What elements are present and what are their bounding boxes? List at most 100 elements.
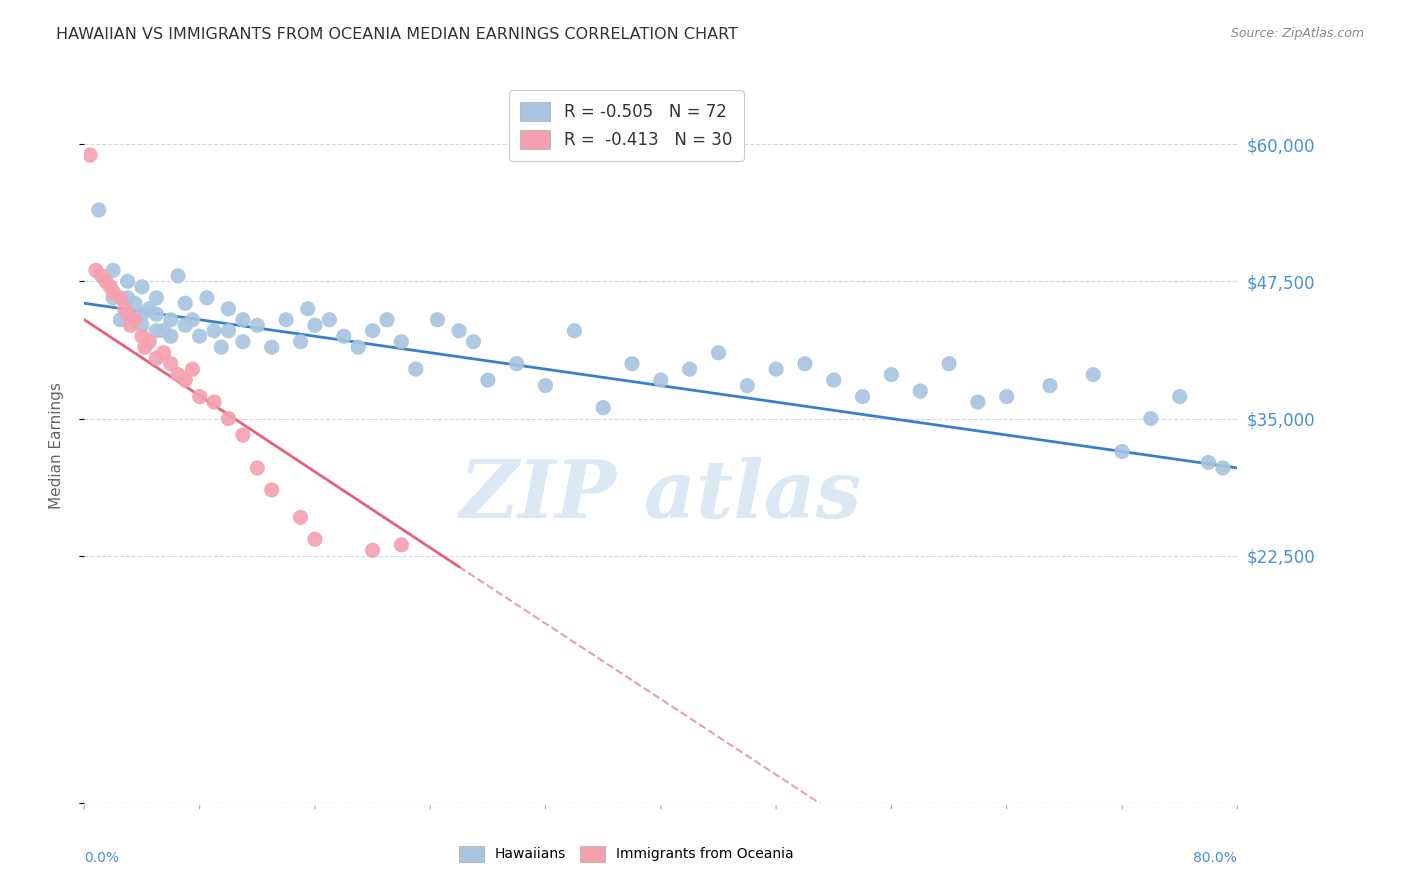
Point bbox=[181, 312, 204, 326]
Point bbox=[94, 274, 117, 288]
Point bbox=[84, 263, 107, 277]
Point bbox=[98, 280, 121, 294]
Point bbox=[188, 390, 211, 404]
Point bbox=[477, 373, 499, 387]
Y-axis label: Median Earnings: Median Earnings bbox=[49, 383, 63, 509]
Text: ZIP atlas: ZIP atlas bbox=[460, 458, 862, 534]
Point bbox=[117, 307, 139, 321]
Point bbox=[117, 274, 139, 288]
Point bbox=[160, 312, 183, 326]
Point bbox=[290, 334, 312, 349]
Legend: Hawaiians, Immigrants from Oceania: Hawaiians, Immigrants from Oceania bbox=[453, 840, 799, 867]
Point bbox=[218, 324, 240, 338]
Point bbox=[174, 318, 197, 333]
Point bbox=[304, 318, 326, 333]
Point bbox=[131, 307, 153, 321]
Point bbox=[110, 312, 132, 326]
Point bbox=[138, 301, 160, 316]
Point bbox=[1083, 368, 1105, 382]
Point bbox=[232, 312, 254, 326]
Point bbox=[232, 428, 254, 442]
Point bbox=[152, 324, 174, 338]
Point bbox=[880, 368, 903, 382]
Point bbox=[506, 357, 529, 371]
Point bbox=[823, 373, 845, 387]
Point bbox=[391, 538, 413, 552]
Point bbox=[195, 291, 218, 305]
Point bbox=[174, 373, 197, 387]
Point bbox=[131, 329, 153, 343]
Point bbox=[246, 318, 269, 333]
Point bbox=[260, 483, 283, 497]
Point bbox=[463, 334, 485, 349]
Point bbox=[290, 510, 312, 524]
Point bbox=[202, 395, 225, 409]
Point bbox=[938, 357, 960, 371]
Point bbox=[426, 312, 449, 326]
Point bbox=[167, 368, 190, 382]
Point bbox=[347, 340, 370, 354]
Point bbox=[145, 324, 167, 338]
Point bbox=[124, 296, 146, 310]
Point bbox=[852, 390, 875, 404]
Point bbox=[995, 390, 1018, 404]
Point bbox=[246, 461, 269, 475]
Point bbox=[297, 301, 319, 316]
Point bbox=[707, 345, 730, 359]
Point bbox=[167, 268, 190, 283]
Point bbox=[87, 202, 110, 217]
Text: Source: ZipAtlas.com: Source: ZipAtlas.com bbox=[1230, 27, 1364, 40]
Point bbox=[260, 340, 283, 354]
Point bbox=[1212, 461, 1234, 475]
Point bbox=[134, 340, 156, 354]
Point bbox=[145, 351, 167, 366]
Point bbox=[1198, 455, 1220, 469]
Point bbox=[391, 334, 413, 349]
Point bbox=[202, 324, 225, 338]
Point bbox=[117, 307, 139, 321]
Point bbox=[103, 285, 124, 300]
Point bbox=[910, 384, 932, 398]
Point bbox=[131, 280, 153, 294]
Text: 80.0%: 80.0% bbox=[1194, 851, 1237, 865]
Point bbox=[592, 401, 614, 415]
Point bbox=[650, 373, 672, 387]
Point bbox=[131, 318, 153, 333]
Point bbox=[737, 378, 759, 392]
Point bbox=[621, 357, 644, 371]
Point bbox=[765, 362, 787, 376]
Point bbox=[209, 340, 232, 354]
Point bbox=[79, 148, 101, 162]
Point bbox=[361, 543, 384, 558]
Point bbox=[1111, 444, 1133, 458]
Point bbox=[534, 378, 557, 392]
Point bbox=[1168, 390, 1191, 404]
Point bbox=[145, 291, 167, 305]
Point bbox=[181, 362, 204, 376]
Point bbox=[794, 357, 817, 371]
Point bbox=[679, 362, 702, 376]
Point bbox=[304, 533, 326, 547]
Text: 0.0%: 0.0% bbox=[84, 851, 120, 865]
Point bbox=[375, 312, 398, 326]
Point bbox=[160, 329, 183, 343]
Point bbox=[114, 301, 136, 316]
Point bbox=[967, 395, 990, 409]
Point bbox=[449, 324, 471, 338]
Point bbox=[188, 329, 211, 343]
Text: HAWAIIAN VS IMMIGRANTS FROM OCEANIA MEDIAN EARNINGS CORRELATION CHART: HAWAIIAN VS IMMIGRANTS FROM OCEANIA MEDI… bbox=[56, 27, 738, 42]
Point bbox=[232, 334, 254, 349]
Point bbox=[90, 268, 112, 283]
Point bbox=[124, 312, 146, 326]
Point bbox=[405, 362, 427, 376]
Point bbox=[174, 296, 197, 310]
Point bbox=[1039, 378, 1062, 392]
Point bbox=[145, 307, 167, 321]
Point bbox=[333, 329, 356, 343]
Point bbox=[361, 324, 384, 338]
Point bbox=[218, 411, 240, 425]
Point bbox=[1140, 411, 1163, 425]
Point bbox=[160, 357, 183, 371]
Point bbox=[120, 318, 142, 333]
Point bbox=[218, 301, 240, 316]
